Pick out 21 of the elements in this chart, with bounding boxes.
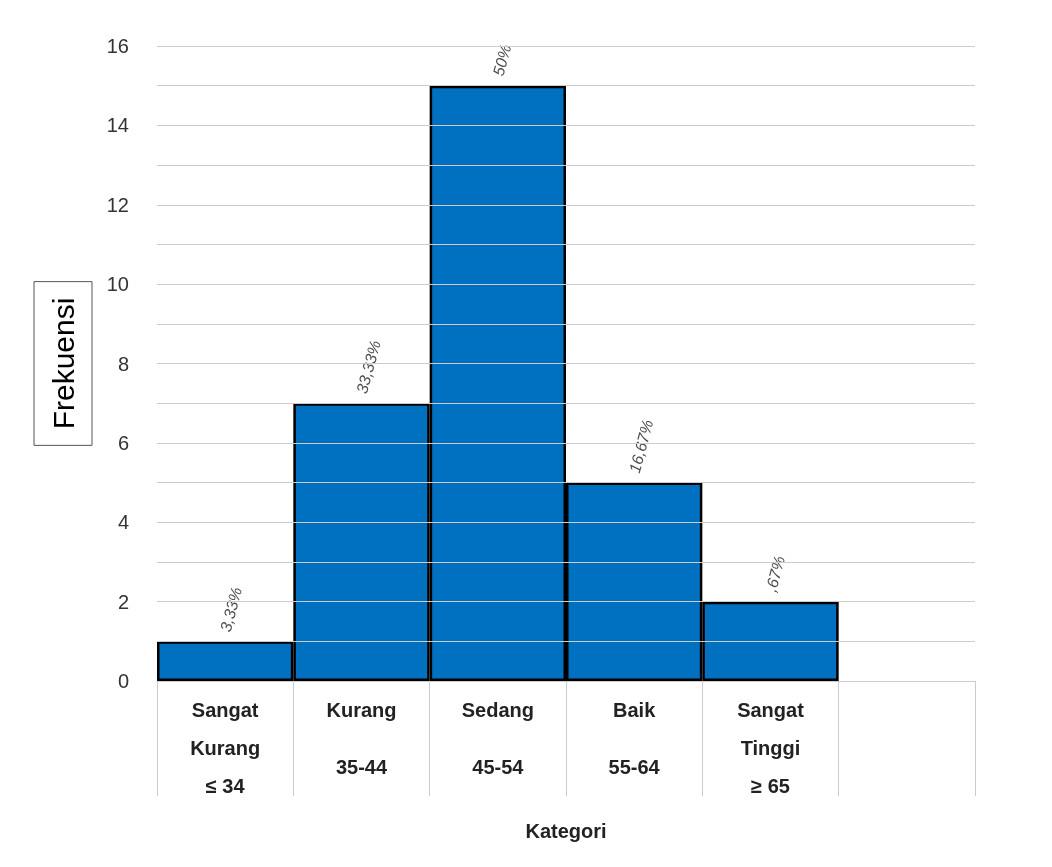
annotation: 33,33% bbox=[353, 338, 384, 396]
category-label: Sedang 45-54 bbox=[461, 699, 534, 778]
annotation: 3,33% bbox=[216, 585, 246, 634]
y-tick-label: 16 bbox=[106, 35, 129, 57]
x-axis-title: Kategori bbox=[525, 820, 607, 842]
x-tick-label: Sangat Kurang ≤ 34 bbox=[190, 699, 261, 797]
y-tick-label: 4 bbox=[117, 511, 129, 534]
y-tick-label: 6 bbox=[117, 431, 129, 454]
y-tick-label: 14 bbox=[106, 114, 129, 137]
y-tick-label: 2 bbox=[117, 590, 129, 613]
x-tick-label: Sangat Tinggi ≥ 65 bbox=[737, 699, 805, 797]
y-tick-label: 12 bbox=[106, 193, 129, 216]
category-label: Baik 55-64 bbox=[608, 699, 660, 778]
annotation: 16,67% bbox=[625, 417, 657, 475]
y-tick-label: 0 bbox=[117, 670, 129, 692]
annotation: 50% bbox=[489, 42, 515, 78]
y-tick-label: 8 bbox=[117, 352, 129, 375]
category-label: Kurang 35-44 bbox=[326, 699, 397, 778]
y-axis-title: Frekuensi bbox=[46, 297, 80, 430]
annotation: ,67% bbox=[762, 554, 789, 594]
y-tick-label: 10 bbox=[106, 273, 129, 296]
